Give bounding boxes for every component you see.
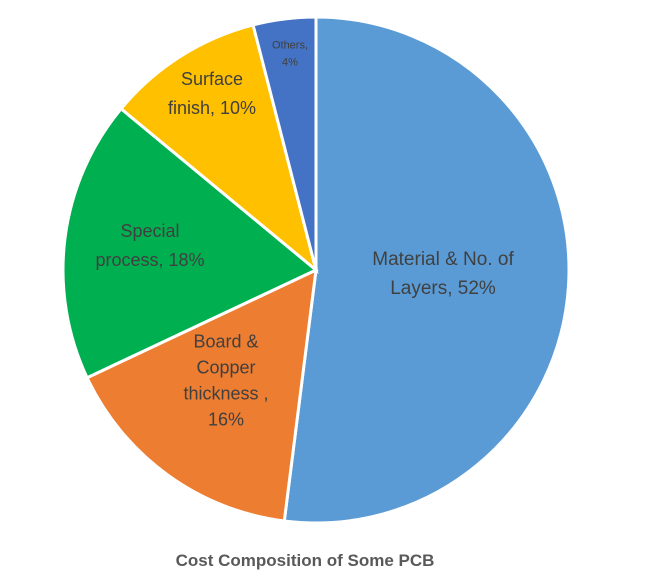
pie-slice-1 [85, 267, 318, 523]
chart-title: Cost Composition of Some PCB [176, 551, 435, 570]
slice-label-4: Others, 4% [272, 39, 308, 68]
pie-slice-4 [251, 15, 318, 271]
pie-slices [61, 15, 571, 525]
slice-label-1: Board & Copper thickness , 16% [183, 331, 268, 429]
pie-slice-0 [282, 15, 571, 525]
pie-labels: Material & No. of Layers, 52% Board & Coppe… [95, 39, 514, 429]
slice-label-3: Surface finish, 10% [168, 69, 256, 118]
slice-label-0: Material & No. of Layers, 52% [372, 249, 514, 299]
pie-slice-2 [61, 106, 319, 380]
slice-label-2: Special process, 18% [95, 221, 204, 270]
